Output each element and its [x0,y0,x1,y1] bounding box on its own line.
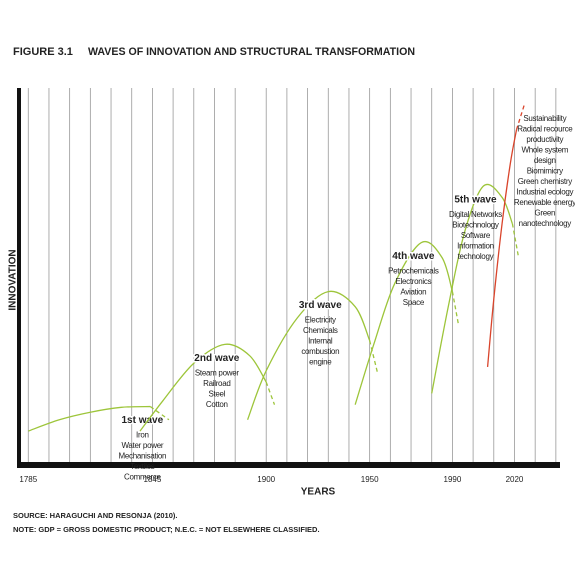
wave-label: 1st wave [121,415,163,426]
wave-item: Electricity [305,316,336,325]
x-tick-label: 1845 [144,475,162,484]
wave-item: productivity [526,135,563,144]
wave-item: Chemicals [303,326,338,335]
x-tick-label: 2020 [506,475,524,484]
wave-item: Railroad [203,379,230,388]
footnote: NOTE: GDP = GROSS DOMESTIC PRODUCT; N.E.… [13,525,320,534]
wave-line [354,240,454,405]
x-axis-label: YEARS [301,487,336,498]
wave-tail [149,406,170,421]
wave-item: Mechanisation [119,452,167,461]
wave-item: nanotechnology [519,219,572,228]
wave-item: Biotechnology [452,221,499,230]
wave-item: technology [458,252,494,261]
wave-item: Industrial ecology [516,188,573,197]
x-tick-label: 1785 [19,475,37,484]
wave-item: combustion [301,347,339,356]
wave-label: 4th wave [392,251,435,262]
wave-item: Renewable energy [514,198,575,207]
wave-item: design [534,156,556,165]
wave-item: Iron [136,431,149,440]
wave-item: Digital Networks [449,210,502,219]
wave-item: Aviation [400,288,426,297]
wave-item: Petrochemicals [388,267,439,276]
wave-item: Steel [208,389,225,398]
figure-number: FIGURE 3.1 [13,46,73,58]
wave-item: Software [461,231,491,240]
wave-tail [511,223,520,258]
plot-area: 1785 1845 1900 1950 1990 2020 1st wave IronWate… [17,88,575,484]
wave-line [486,129,518,368]
wave-item: engine [309,358,332,367]
x-axis [17,462,560,468]
wave-tail [265,381,276,405]
wave-item: Information [457,242,494,251]
x-tick-label: 1900 [257,475,275,484]
wave-item: Whole system [522,146,569,155]
wave-item: Sustainability [523,114,566,123]
wave-label: 3rd wave [299,300,342,311]
wave-tail [451,291,460,326]
wave-item: Space [403,298,425,307]
wave-item: Internal [308,337,333,346]
wave-line [246,290,371,420]
wave-label: 5th wave [454,195,497,206]
source-note: SOURCE: HARAGUCHI AND RESONJA (2010). [13,511,177,520]
y-axis [17,88,21,468]
x-tick-label: 1990 [444,475,462,484]
wave-item: Cotton [206,400,228,409]
wave-label: 2nd wave [194,353,239,364]
wave-tail [515,102,526,130]
x-tick-label: 1950 [361,475,379,484]
wave-item: Radical recource [517,125,573,134]
wave-item: Steam power [195,368,239,377]
wave-line [28,405,151,432]
chart-title: WAVES OF INNOVATION AND STRUCTURAL TRANS… [88,46,415,58]
wave-tail [369,340,379,375]
y-axis-label: INNOVATION [8,249,19,310]
wave-item: Textiles [130,462,155,471]
wave-item: Biomimicry [527,167,563,176]
wave-item: Green [534,209,555,218]
wave-item: Commerce [124,473,162,482]
wave-item: Water power [121,441,163,450]
wave-item: Electronics [395,277,431,286]
wave-line [139,343,267,432]
wave-item: Green chemistry [518,177,572,186]
wave-line [431,183,514,394]
